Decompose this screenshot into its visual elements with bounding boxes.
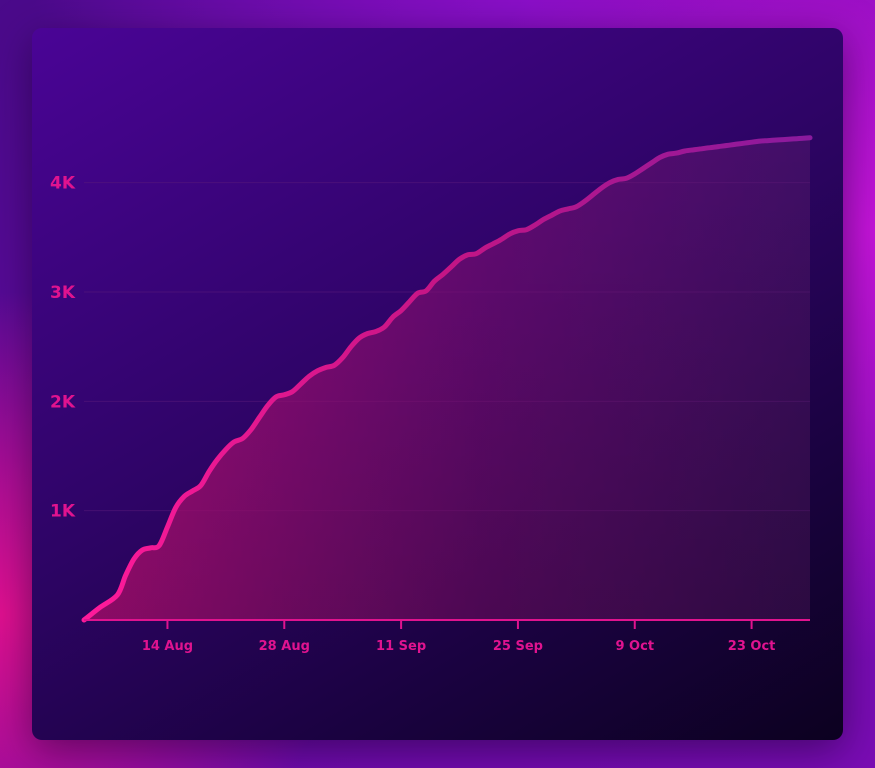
y-tick-label: 3K [50,283,76,303]
x-tick-label: 11 Sep [376,639,426,654]
x-tick-label: 23 Oct [728,639,776,654]
x-tick-label: 14 Aug [142,639,193,654]
x-tick-label: 28 Aug [259,639,310,654]
x-tick-label: 9 Oct [615,639,654,654]
x-tick-label: 25 Sep [493,639,543,654]
series-area-shade [84,137,810,621]
chart-card: 1K 2K 3K 4K 14 Aug 28 Aug 11 Sep 25 Sep 9 Oct 23… [32,28,843,740]
y-tick-label: 4K [50,174,76,194]
y-tick-label: 2K [50,392,76,412]
area-chart: 1K 2K 3K 4K 14 Aug 28 Aug 11 Sep 25 Sep 9 Oct 23… [50,135,813,654]
series-line [81,135,813,623]
y-tick-label: 1K [50,502,76,522]
